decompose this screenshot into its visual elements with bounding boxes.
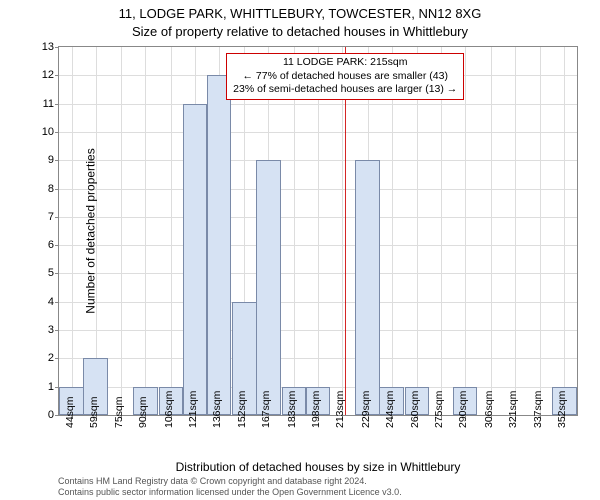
gridline-v bbox=[564, 47, 565, 415]
histogram-bar bbox=[355, 160, 380, 415]
y-tick-label: 6 bbox=[14, 239, 54, 251]
annotation-box: 11 LODGE PARK: 215sqm← 77% of detached h… bbox=[226, 53, 464, 100]
y-tick-label: 13 bbox=[14, 41, 54, 53]
chart-title-line1: 11, LODGE PARK, WHITTLEBURY, TOWCESTER, … bbox=[0, 6, 600, 21]
gridline-v bbox=[417, 47, 418, 415]
gridline-v bbox=[441, 47, 442, 415]
gridline-v bbox=[294, 47, 295, 415]
y-axis-label: Number of detached properties bbox=[84, 148, 98, 313]
gridline-v bbox=[121, 47, 122, 415]
y-tick-label: 10 bbox=[14, 126, 54, 138]
gridline-v bbox=[145, 47, 146, 415]
y-tick-label: 3 bbox=[14, 324, 54, 336]
annotation-line: 23% of semi-detached houses are larger (… bbox=[233, 83, 457, 97]
gridline-v bbox=[465, 47, 466, 415]
footer-line1: Contains HM Land Registry data © Crown c… bbox=[58, 476, 402, 486]
y-tick-mark bbox=[55, 217, 59, 218]
footer-line2: Contains public sector information licen… bbox=[58, 487, 402, 497]
plot-area: 11 LODGE PARK: 215sqm← 77% of detached h… bbox=[58, 46, 578, 416]
y-tick-label: 12 bbox=[14, 69, 54, 81]
gridline-v bbox=[540, 47, 541, 415]
gridline-v bbox=[491, 47, 492, 415]
y-tick-label: 1 bbox=[14, 381, 54, 393]
y-tick-label: 7 bbox=[14, 211, 54, 223]
gridline-v bbox=[392, 47, 393, 415]
y-tick-mark bbox=[55, 387, 59, 388]
y-tick-mark bbox=[55, 273, 59, 274]
annotation-line: 11 LODGE PARK: 215sqm bbox=[233, 56, 457, 70]
histogram-bar bbox=[183, 104, 208, 415]
y-tick-label: 8 bbox=[14, 183, 54, 195]
y-tick-label: 2 bbox=[14, 352, 54, 364]
y-tick-mark bbox=[55, 47, 59, 48]
gridline-v bbox=[515, 47, 516, 415]
gridline-v bbox=[171, 47, 172, 415]
x-axis-label: Distribution of detached houses by size … bbox=[58, 460, 578, 474]
y-tick-label: 11 bbox=[14, 98, 54, 110]
y-tick-mark bbox=[55, 330, 59, 331]
y-tick-mark bbox=[55, 415, 59, 416]
gridline-v bbox=[318, 47, 319, 415]
y-tick-mark bbox=[55, 132, 59, 133]
y-tick-label: 4 bbox=[14, 296, 54, 308]
histogram-bar bbox=[207, 75, 232, 415]
y-tick-label: 9 bbox=[14, 154, 54, 166]
gridline-v bbox=[72, 47, 73, 415]
y-tick-mark bbox=[55, 302, 59, 303]
y-tick-mark bbox=[55, 75, 59, 76]
histogram-bar bbox=[256, 160, 281, 415]
annotation-line: ← 77% of detached houses are smaller (43… bbox=[233, 70, 457, 84]
chart-title-line2: Size of property relative to detached ho… bbox=[0, 24, 600, 39]
y-tick-mark bbox=[55, 104, 59, 105]
marker-line bbox=[345, 47, 346, 415]
y-tick-mark bbox=[55, 160, 59, 161]
footer-attribution: Contains HM Land Registry data © Crown c… bbox=[58, 476, 402, 497]
y-tick-mark bbox=[55, 189, 59, 190]
y-tick-label: 5 bbox=[14, 267, 54, 279]
gridline-v bbox=[342, 47, 343, 415]
y-tick-mark bbox=[55, 358, 59, 359]
y-tick-mark bbox=[55, 245, 59, 246]
y-tick-label: 0 bbox=[14, 409, 54, 421]
